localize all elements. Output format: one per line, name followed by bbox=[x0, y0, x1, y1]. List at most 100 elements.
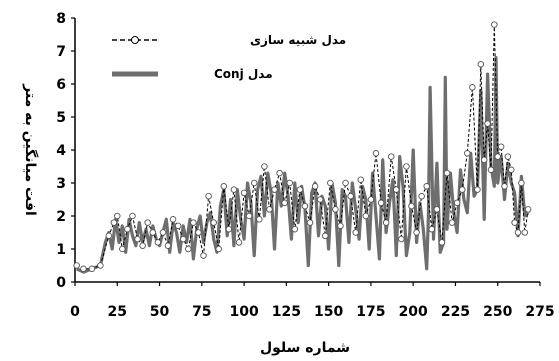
y-tick-label: 2 bbox=[56, 209, 66, 225]
data-point-simulation bbox=[342, 179, 349, 187]
data-point-simulation bbox=[501, 183, 508, 190]
y-tick-label: 8 bbox=[56, 11, 66, 27]
data-point-simulation bbox=[235, 239, 243, 246]
data-point-simulation bbox=[443, 169, 451, 177]
data-point-simulation bbox=[511, 219, 518, 226]
data-point-simulation bbox=[491, 21, 498, 28]
data-point-simulation bbox=[250, 179, 258, 187]
x-tick-label: 250 bbox=[483, 304, 512, 320]
data-point-simulation bbox=[296, 186, 304, 193]
data-point-simulation bbox=[114, 212, 121, 220]
data-point-simulation bbox=[428, 225, 436, 233]
data-point-simulation bbox=[271, 186, 278, 193]
x-axis-label: شماره سلول bbox=[260, 340, 350, 356]
data-point-simulation bbox=[438, 239, 446, 246]
data-point-simulation bbox=[393, 186, 400, 193]
x-tick-label: 125 bbox=[272, 304, 301, 320]
data-point-simulation bbox=[327, 179, 334, 187]
data-point-simulation bbox=[276, 169, 283, 177]
data-point-simulation bbox=[110, 219, 118, 226]
data-point-simulation bbox=[174, 222, 182, 230]
data-point-simulation bbox=[245, 212, 253, 220]
data-point-simulation bbox=[508, 166, 515, 174]
data-point-simulation bbox=[518, 179, 525, 187]
x-tick-label: 175 bbox=[356, 304, 385, 320]
y-tick-label: 3 bbox=[56, 176, 66, 192]
data-point-simulation bbox=[119, 245, 126, 253]
data-point-simulation bbox=[240, 189, 248, 197]
data-point-simulation bbox=[311, 183, 319, 190]
x-tick-label: 200 bbox=[399, 304, 428, 320]
data-point-simulation bbox=[332, 206, 339, 213]
data-point-simulation bbox=[185, 245, 192, 253]
data-point-simulation bbox=[458, 186, 466, 193]
data-point-simulation bbox=[164, 242, 172, 249]
data-point-simulation bbox=[266, 206, 273, 213]
data-point-simulation bbox=[139, 242, 146, 249]
data-point-simulation bbox=[367, 196, 375, 203]
data-point-simulation bbox=[408, 202, 415, 210]
data-point-simulation bbox=[261, 163, 268, 170]
data-point-simulation bbox=[205, 192, 212, 200]
data-point-simulation bbox=[524, 206, 532, 213]
data-point-simulation bbox=[487, 166, 495, 174]
data-point-simulation bbox=[144, 219, 151, 226]
x-tick-label: 225 bbox=[441, 304, 470, 320]
y-tick-label: 7 bbox=[56, 44, 66, 60]
data-point-simulation bbox=[382, 219, 390, 226]
x-tick-label: 275 bbox=[525, 304, 554, 320]
data-point-simulation bbox=[497, 143, 505, 150]
data-point-simulation bbox=[453, 199, 461, 207]
y-axis-label: افت میانگین به متر bbox=[22, 83, 39, 216]
data-point-simulation bbox=[215, 245, 222, 253]
data-point-simulation bbox=[387, 153, 395, 160]
data-point-simulation bbox=[210, 219, 217, 226]
data-point-simulation bbox=[286, 179, 293, 187]
y-tick-label: 5 bbox=[56, 110, 66, 126]
legend-marker-simulation bbox=[131, 36, 139, 44]
x-tick-label: 0 bbox=[70, 304, 80, 320]
data-point-simulation bbox=[521, 229, 529, 236]
data-point-simulation bbox=[413, 229, 420, 236]
x-tick-label: 150 bbox=[314, 304, 343, 320]
data-point-simulation bbox=[195, 229, 202, 236]
data-point-simulation bbox=[347, 192, 354, 200]
data-point-simulation bbox=[105, 232, 113, 240]
data-point-simulation bbox=[477, 60, 485, 68]
data-point-simulation bbox=[322, 232, 329, 240]
data-point-simulation bbox=[316, 196, 324, 203]
data-point-simulation bbox=[306, 219, 314, 226]
data-point-simulation bbox=[291, 225, 299, 233]
data-point-simulation bbox=[149, 229, 157, 236]
data-point-simulation bbox=[504, 153, 512, 160]
data-point-simulation bbox=[357, 176, 365, 183]
data-point-simulation bbox=[129, 212, 136, 220]
data-point-simulation bbox=[514, 229, 522, 236]
data-point-simulation bbox=[200, 252, 207, 259]
data-point-simulation bbox=[377, 199, 385, 207]
series-line-conj bbox=[76, 55, 530, 274]
data-point-simulation bbox=[169, 216, 177, 223]
data-point-simulation bbox=[423, 183, 430, 190]
data-point-simulation bbox=[484, 120, 491, 127]
data-point-simulation bbox=[352, 229, 359, 236]
data-point-simulation bbox=[88, 265, 96, 273]
data-point-simulation bbox=[134, 235, 141, 243]
data-point-simulation bbox=[154, 239, 162, 246]
data-point-simulation bbox=[448, 219, 456, 226]
legend-label-simulation: مدل شبیه سازی bbox=[250, 33, 346, 47]
data-point-simulation bbox=[80, 265, 87, 273]
data-point-simulation bbox=[398, 235, 405, 243]
x-tick-label: 100 bbox=[229, 304, 258, 320]
data-point-simulation bbox=[97, 262, 104, 269]
data-point-simulation bbox=[362, 212, 370, 220]
x-tick-label: 25 bbox=[108, 304, 127, 320]
y-tick-label: 6 bbox=[56, 77, 66, 93]
y-tick-label: 1 bbox=[56, 242, 66, 258]
y-tick-label: 0 bbox=[56, 275, 66, 291]
data-point-simulation bbox=[480, 156, 488, 164]
axes: 0 1 2 3 4 5 6 7 8 0 25 50 75 100 125 150 175 200 225 250 275 bbox=[56, 11, 554, 320]
data-point-simulation bbox=[469, 84, 476, 91]
data-point-simulation bbox=[301, 202, 309, 210]
